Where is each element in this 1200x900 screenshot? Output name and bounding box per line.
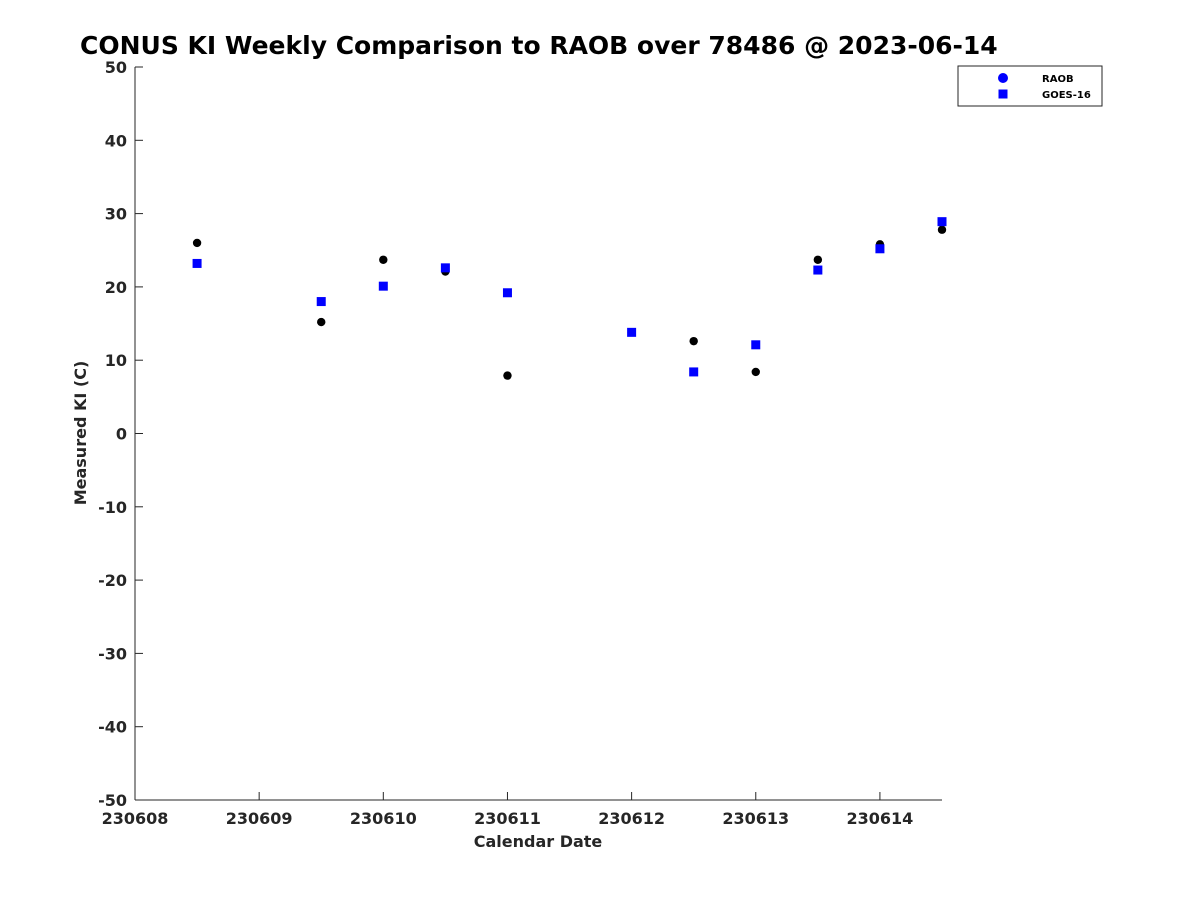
y-tick-label: 50 [105, 58, 127, 77]
y-tick-label: 0 [116, 425, 127, 444]
goes-16-point [875, 244, 885, 254]
x-tick-label: 230611 [474, 809, 541, 828]
y-ticks: 50 40 30 20 10 0 -10 -20 -30 -40 -50 [98, 58, 143, 810]
x-tick-label: 230609 [226, 809, 293, 828]
raob-point [751, 367, 760, 377]
x-tick-label: 230610 [350, 809, 417, 828]
y-tick-label: 30 [105, 205, 127, 224]
goes-16-point [689, 367, 699, 377]
x-axis-label: Calendar Date [474, 832, 603, 851]
goes-16-point [440, 263, 450, 273]
chart-title: CONUS KI Weekly Comparison to RAOB over … [80, 31, 998, 60]
data-marks [192, 217, 947, 380]
raob-point [503, 371, 512, 380]
y-tick-label: -10 [98, 498, 127, 517]
x-tick-label: 230613 [722, 809, 789, 828]
goes-16-point [627, 327, 637, 337]
legend-label-raob: RAOB [1042, 74, 1074, 85]
raob-point [379, 255, 388, 264]
x-tick-label: 230608 [102, 809, 169, 828]
goes-16-point [751, 340, 761, 350]
y-tick-label: -20 [98, 571, 127, 590]
y-tick-label: 20 [105, 278, 127, 297]
y-tick-label: -50 [98, 791, 127, 810]
y-tick-label: -40 [98, 718, 127, 737]
x-tick-label: 230612 [598, 809, 665, 828]
goes-16-point [192, 258, 202, 268]
legend-label-goes-16: GOES-16 [1042, 90, 1091, 101]
goes-16-point [316, 297, 326, 307]
legend-entries: RAOB GOES-16 [998, 73, 1091, 101]
raob-point [317, 317, 326, 327]
x-tick-label: 230614 [847, 809, 914, 828]
goes-16-point [937, 217, 947, 227]
y-tick-label: 40 [105, 131, 127, 150]
goes-16-point [378, 281, 388, 291]
goes-16-point [502, 288, 512, 298]
legend: RAOB GOES-16 [957, 65, 1103, 107]
raob-point [937, 225, 947, 234]
legend-marker-goes-16 [998, 89, 1008, 99]
raob-point [192, 238, 202, 248]
x-ticks: 230608 230609 230610 230611 230612 230613 2306… [102, 792, 914, 828]
goes-16-point [813, 265, 823, 275]
raob-point [689, 336, 698, 346]
legend-marker-raob [998, 73, 1008, 83]
raob-point [813, 255, 823, 264]
y-tick-label: -30 [98, 644, 127, 663]
y-axis-label: Measured KI (C) [71, 361, 90, 506]
legend-box [957, 65, 1103, 107]
y-tick-label: 10 [105, 351, 127, 370]
